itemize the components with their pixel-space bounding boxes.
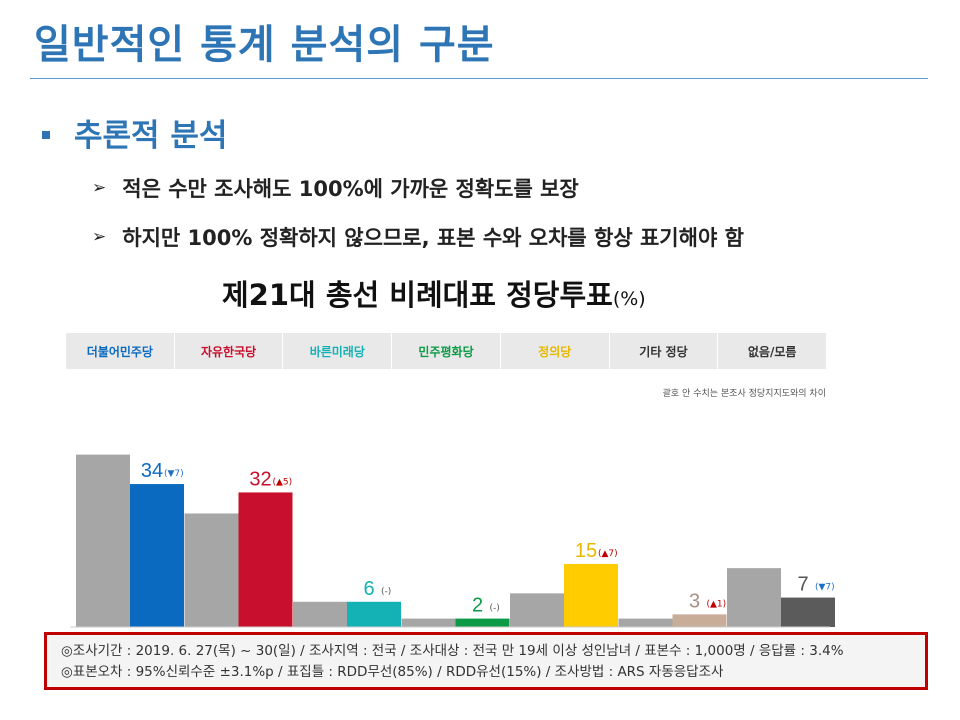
legend-party-1: 자유한국당 — [175, 333, 284, 369]
main-bullet-text: 추론적 분석 — [74, 118, 228, 154]
legend-party-3: 민주평화당 — [392, 333, 501, 369]
sub-bullet-1-text: 적은 수만 조사해도 100%에 가까운 정확도를 보장 — [122, 177, 579, 201]
value-label-4: 15 — [575, 540, 597, 562]
square-bullet-icon — [42, 130, 50, 139]
previous-bar-0 — [76, 454, 130, 627]
value-label-2: 6 — [363, 578, 374, 600]
previous-bar-5 — [618, 618, 673, 627]
survey-footnote-box: ◎조사기간 : 2019. 6. 27(목) ~ 30(일) / 조사지역 : … — [44, 632, 928, 690]
current-bar-2 — [347, 601, 401, 627]
footnote-line-1: ◎조사기간 : 2019. 6. 27(목) ~ 30(일) / 조사지역 : … — [61, 643, 844, 659]
legend-party-2: 바른미래당 — [283, 333, 393, 369]
current-bar-5 — [672, 614, 727, 627]
diff-label-4: (▲7) — [598, 549, 618, 559]
title-underline — [30, 78, 928, 79]
current-bar-0 — [130, 484, 184, 627]
sub-bullet-1: ➢ 적은 수만 조사해도 100%에 가까운 정확도를 보장 — [92, 173, 579, 203]
party-legend-bar: 더불어민주당 자유한국당 바른미래당 민주평화당 정의당 기타 정당 없음/모름 — [66, 333, 826, 369]
chart-title: 제21대 총선 비례대표 정당투표(%) — [222, 272, 646, 314]
diff-label-2: (-) — [381, 587, 391, 597]
previous-bar-1 — [184, 513, 239, 627]
legend-party-0: 더불어민주당 — [66, 333, 175, 369]
value-label-0: 34 — [141, 460, 163, 482]
chart-unit: (%) — [612, 288, 646, 310]
diff-label-5: (▲1) — [707, 599, 727, 609]
chart-note: 괄호 안 수치는 본조사 정당지지도와의 차이 — [662, 389, 826, 399]
chart-title-text: 제21대 총선 비례대표 정당투표 — [222, 278, 613, 312]
current-bar-3 — [455, 618, 510, 627]
sub-bullet-2: ➢ 하지만 100% 정확하지 않으므로, 표본 수와 오차를 항상 표기해야 … — [92, 222, 744, 252]
diff-label-0: (▼7) — [164, 469, 184, 479]
slide-title: 일반적인 통계 분석의 구분 — [34, 22, 495, 68]
diff-label-6: (▼7) — [815, 583, 835, 593]
current-bar-1 — [238, 492, 293, 627]
arrow-bullet-icon: ➢ — [92, 227, 107, 247]
current-bar-6 — [781, 597, 835, 627]
sub-bullet-2-text: 하지만 100% 정확하지 않으므로, 표본 수와 오차를 항상 표기해야 함 — [122, 226, 744, 250]
previous-bar-6 — [727, 568, 781, 627]
legend-party-4: 정의당 — [501, 333, 610, 369]
footnote-line-2: ◎표본오차 : 95%신뢰수준 ±3.1%p / 표집틀 : RDD무선(85%… — [61, 664, 724, 680]
diff-label-3: (-) — [490, 604, 500, 614]
legend-party-5: 기타 정당 — [610, 333, 719, 369]
value-label-3: 2 — [472, 595, 483, 617]
diff-label-1: (▲5) — [273, 477, 293, 487]
previous-bar-3 — [401, 618, 456, 627]
previous-bar-4 — [510, 593, 564, 627]
value-label-6: 7 — [797, 574, 808, 596]
previous-bar-2 — [293, 601, 347, 627]
current-bar-4 — [564, 563, 618, 627]
legend-party-6: 없음/모름 — [747, 344, 797, 359]
value-label-1: 32 — [249, 468, 271, 490]
main-bullet: 추론적 분석 — [42, 110, 227, 155]
value-label-5: 3 — [689, 590, 700, 612]
arrow-bullet-icon: ➢ — [92, 178, 107, 198]
